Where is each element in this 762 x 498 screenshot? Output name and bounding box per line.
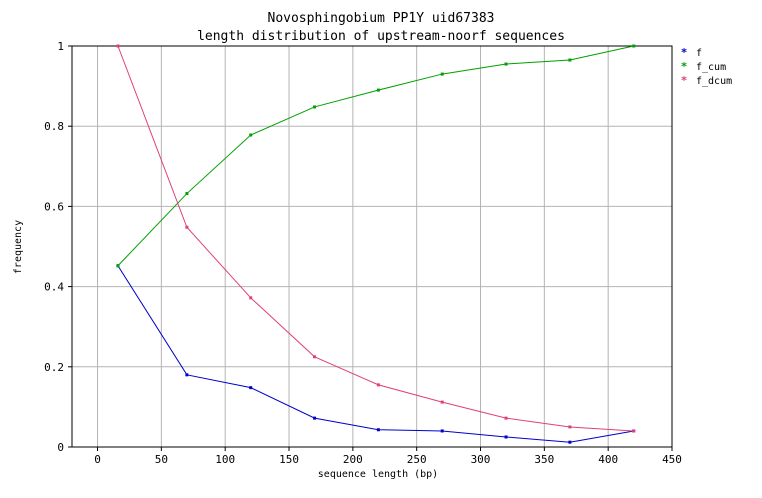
y-axis-ticks: 0 0.2 0.4 0.6 0.8 1 bbox=[44, 40, 72, 454]
chart-title: Novosphingobium PP1Y uid67383 bbox=[268, 11, 495, 26]
series-f bbox=[116, 264, 636, 444]
data-point bbox=[504, 62, 508, 66]
x-tick-label: 100 bbox=[215, 453, 235, 466]
y-tick-label: 1 bbox=[57, 40, 64, 53]
data-point bbox=[249, 296, 253, 300]
data-point bbox=[504, 435, 508, 439]
legend-item: * f bbox=[681, 46, 702, 59]
y-tick-label: 0.4 bbox=[44, 281, 64, 294]
series-line bbox=[117, 45, 634, 432]
data-point bbox=[313, 416, 317, 420]
data-point bbox=[632, 429, 636, 433]
data-point bbox=[249, 386, 253, 390]
y-tick-label: 0.6 bbox=[44, 200, 64, 213]
data-point bbox=[504, 416, 508, 420]
x-tick-label: 250 bbox=[407, 453, 427, 466]
data-point bbox=[249, 133, 253, 137]
x-axis-ticks: 0 50 100 150 200 250 300 350 400 450 bbox=[94, 447, 682, 466]
y-tick-label: 0 bbox=[57, 441, 64, 454]
data-point bbox=[568, 425, 572, 429]
series-line bbox=[117, 265, 634, 443]
data-point bbox=[376, 88, 380, 92]
legend-marker: * bbox=[681, 60, 688, 73]
data-point bbox=[116, 264, 120, 268]
series-line bbox=[117, 45, 634, 267]
data-point bbox=[440, 429, 444, 433]
legend-label: f_dcum bbox=[696, 76, 732, 87]
y-tick-label: 0.8 bbox=[44, 120, 64, 133]
series-f-cum bbox=[116, 44, 636, 268]
data-point bbox=[313, 355, 317, 359]
y-axis-label: frequency bbox=[13, 220, 24, 274]
legend: * f* f_cum* f_dcum bbox=[681, 46, 732, 87]
legend-label: f_cum bbox=[696, 62, 726, 73]
data-point bbox=[185, 192, 189, 196]
data-point bbox=[568, 58, 572, 62]
legend-marker: * bbox=[681, 46, 688, 59]
data-point bbox=[440, 72, 444, 76]
legend-marker: * bbox=[681, 74, 688, 87]
grid bbox=[72, 45, 673, 448]
x-tick-label: 150 bbox=[279, 453, 299, 466]
chart-subtitle: length distribution of upstream-noorf se… bbox=[197, 29, 565, 44]
x-tick-label: 200 bbox=[343, 453, 363, 466]
legend-item: * f_cum bbox=[681, 60, 726, 73]
data-point bbox=[185, 373, 189, 377]
legend-item: * f_dcum bbox=[681, 74, 732, 87]
x-axis-label: sequence length (bp) bbox=[318, 469, 438, 480]
data-point bbox=[376, 428, 380, 432]
data-point bbox=[116, 44, 120, 48]
series-f-dcum bbox=[116, 44, 636, 433]
x-tick-label: 450 bbox=[662, 453, 682, 466]
plot-frame bbox=[71, 45, 673, 448]
legend-label: f bbox=[696, 48, 702, 59]
data-point bbox=[313, 105, 317, 109]
data-point bbox=[632, 44, 636, 48]
x-tick-label: 300 bbox=[471, 453, 491, 466]
x-tick-label: 350 bbox=[534, 453, 554, 466]
data-point bbox=[185, 225, 189, 229]
data-point bbox=[568, 440, 572, 444]
series-layer bbox=[116, 44, 636, 444]
x-tick-label: 0 bbox=[94, 453, 101, 466]
data-point bbox=[376, 383, 380, 387]
x-tick-label: 50 bbox=[155, 453, 168, 466]
x-tick-label: 400 bbox=[598, 453, 618, 466]
y-tick-label: 0.2 bbox=[44, 361, 64, 374]
data-point bbox=[440, 400, 444, 404]
